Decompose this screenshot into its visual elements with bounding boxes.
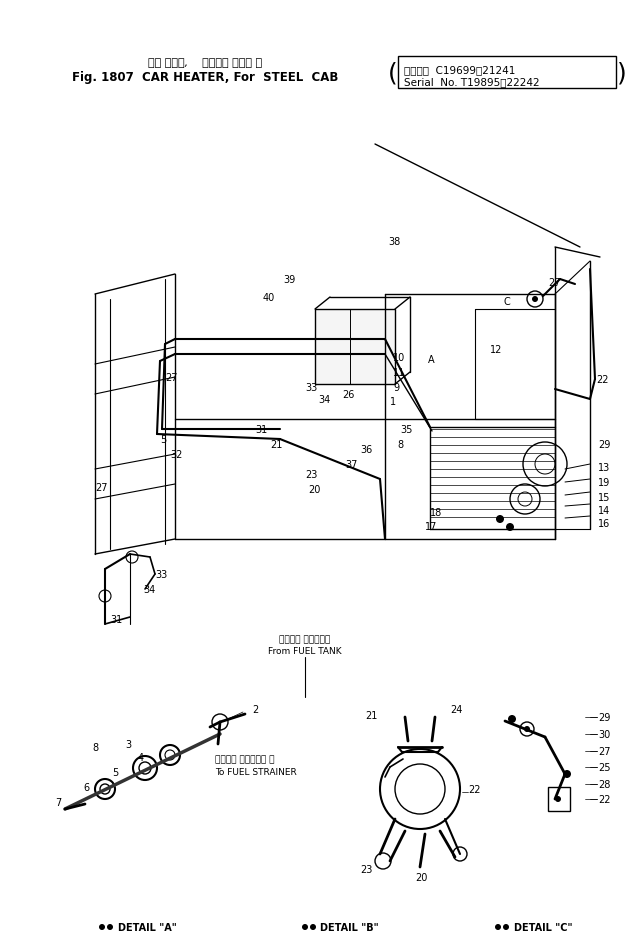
Text: 24: 24 [450,704,463,714]
Circle shape [160,745,180,765]
Text: 22: 22 [596,374,608,385]
Text: A: A [428,355,435,365]
Text: 5: 5 [112,767,118,777]
Circle shape [563,770,571,778]
Text: DETAIL "A": DETAIL "A" [118,922,177,932]
Text: 21: 21 [270,440,283,449]
Text: 14: 14 [598,506,610,515]
Text: フェエル ストレーナ ヘ: フェエル ストレーナ ヘ [215,755,274,764]
Text: 33: 33 [305,383,317,392]
Text: 25: 25 [598,763,611,772]
Circle shape [503,924,509,930]
Text: 22: 22 [468,784,480,794]
Circle shape [506,524,514,531]
Circle shape [555,796,561,803]
Circle shape [95,779,115,799]
Text: C: C [503,297,510,307]
Text: 8: 8 [92,743,98,752]
Text: 19: 19 [598,478,610,487]
Circle shape [496,515,504,524]
Text: To FUEL STRAINER: To FUEL STRAINER [215,767,297,777]
Text: DETAIL "B": DETAIL "B" [320,922,379,932]
Text: 37: 37 [345,460,357,469]
Circle shape [133,756,157,781]
Text: 39: 39 [283,275,295,285]
Text: 28: 28 [598,779,610,789]
Circle shape [99,924,105,930]
Text: ): ) [617,61,627,85]
Text: 20: 20 [415,872,427,883]
Text: 36: 36 [360,445,372,454]
Text: 16: 16 [598,519,610,528]
Text: 2: 2 [252,704,258,714]
Text: 27: 27 [598,746,611,756]
Circle shape [495,924,501,930]
Text: 23: 23 [305,469,317,480]
Text: 3: 3 [125,739,131,749]
Bar [548,787,570,811]
Text: 30: 30 [598,729,610,739]
Text: 6: 6 [83,783,89,792]
Text: 29: 29 [598,712,610,723]
Circle shape [302,924,308,930]
Text: Fig. 1807  CAR HEATER, For  STEEL  CAB: Fig. 1807 CAR HEATER, For STEEL CAB [72,71,338,85]
Text: 34: 34 [318,394,330,405]
Text: (: ( [388,61,398,85]
Text: 18: 18 [430,507,442,518]
Circle shape [532,297,538,303]
Text: 34: 34 [143,585,155,594]
Circle shape [523,443,567,486]
Text: Serial  No. T19895～22242: Serial No. T19895～22242 [404,77,540,87]
Circle shape [510,485,540,514]
Text: 26: 26 [342,389,355,400]
Text: 27: 27 [165,372,177,383]
Text: 5: 5 [160,434,166,445]
Text: 12: 12 [490,345,502,355]
Circle shape [520,723,534,736]
Text: 27: 27 [95,483,107,492]
Text: 7: 7 [55,797,61,807]
Bar [398,57,616,89]
Text: 22: 22 [598,794,611,804]
Text: 20: 20 [308,485,321,494]
Text: 13: 13 [598,463,610,472]
Circle shape [524,726,530,732]
Text: 33: 33 [155,569,167,580]
Text: 4: 4 [138,752,144,763]
Text: カー ヒータ,    スチール キャブ 用: カー ヒータ, スチール キャブ 用 [148,58,262,68]
Text: 9: 9 [393,383,399,392]
Text: 1: 1 [390,397,396,407]
Text: 27: 27 [548,278,560,288]
Circle shape [508,715,516,724]
Text: 適用号簿  C19699～21241: 適用号簿 C19699～21241 [404,65,516,75]
Text: 21: 21 [365,710,378,721]
Text: 11: 11 [393,367,405,378]
Text: 23: 23 [360,864,372,874]
Text: 38: 38 [388,237,400,247]
Text: 31: 31 [110,614,122,625]
Text: 8: 8 [397,440,403,449]
Text: From FUEL TANK: From FUEL TANK [268,646,342,656]
Text: 40: 40 [263,292,275,303]
Circle shape [380,749,460,829]
Text: 29: 29 [598,440,610,449]
Circle shape [310,924,316,930]
Text: フェエル タンクから: フェエル タンクから [280,635,331,644]
Circle shape [107,924,113,930]
Text: 17: 17 [425,522,437,531]
Bar [315,309,395,385]
Text: 35: 35 [400,425,413,434]
Text: 10: 10 [393,352,405,363]
Circle shape [212,714,228,730]
Text: 15: 15 [598,492,610,503]
Text: 32: 32 [170,449,182,460]
Text: DETAIL "C": DETAIL "C" [514,922,572,932]
Text: 31: 31 [255,425,268,434]
